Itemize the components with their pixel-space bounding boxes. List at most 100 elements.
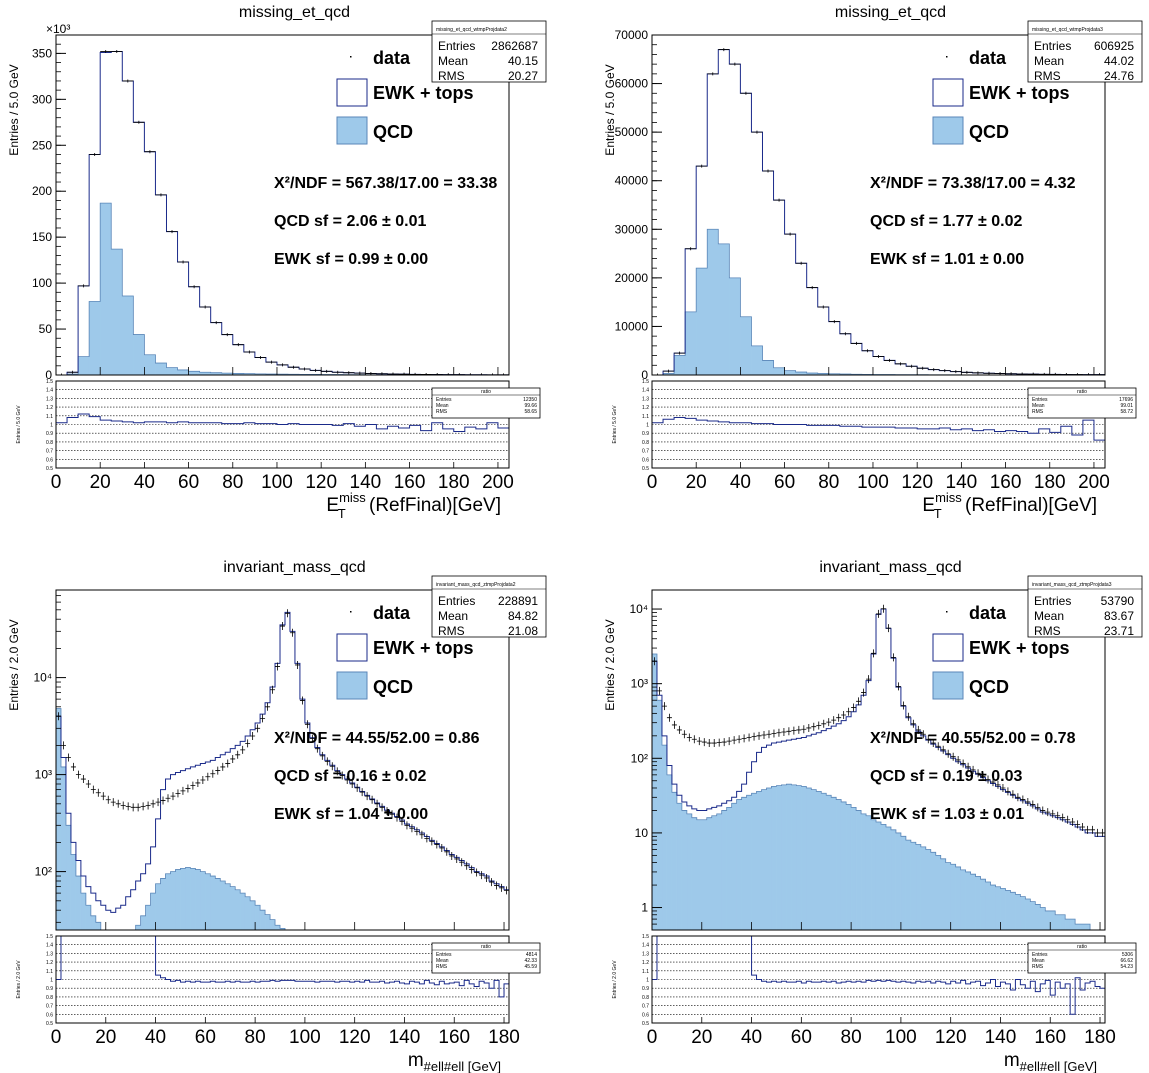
chart-panel-3: invariant_mass_qcd 10⁴ 10³ 10² Entries / 2.0…: [7, 559, 547, 1073]
y-tick-label: 50: [39, 322, 53, 336]
ratio-y-tick-label: 0.8: [46, 440, 53, 446]
x-axis-label: m#ell#ell [GeV]: [1004, 1050, 1097, 1073]
ewk-sf-annotation: EWK sf = 1.03 ± 0.01: [870, 806, 1024, 823]
chart-panel-2: missing_et_qcd 70000 60000 50000 40000 30000 2…: [603, 4, 1143, 521]
data-point: [80, 775, 86, 784]
y-axis-label: Entries / 2.0 GeV: [603, 619, 617, 710]
ratio-y-tick-label: 1.5: [46, 934, 53, 940]
data-point: [795, 261, 807, 265]
stats-value: 84.82: [508, 609, 538, 623]
stats-box: missing_et_qcd_wtmpProjdata3 Entries 60692…: [1027, 20, 1143, 83]
qcd-bar: [230, 886, 236, 930]
stats-box: missing_et_qcd_wtmpProjdata2 Entries 28626…: [431, 20, 547, 83]
data-point: [1016, 372, 1028, 375]
data-point: [773, 198, 785, 202]
y-tick-label: 100: [32, 276, 52, 290]
data-point: [111, 50, 123, 54]
qcd-bar: [784, 370, 796, 375]
data-point: [866, 675, 872, 684]
data-point: [414, 827, 420, 836]
qcd-bar: [716, 813, 722, 930]
chart-title: invariant_mass_qcd: [819, 559, 961, 576]
data-point: [504, 886, 509, 895]
x-tick-label: 100: [885, 1027, 917, 1048]
ratio-y-tick-label: 0.8: [642, 995, 649, 1001]
ratio-stats-label: Entries: [436, 397, 452, 403]
qcd-bar: [746, 795, 752, 930]
data-point: [299, 367, 311, 371]
ratio-y-tick-label: 0.5: [46, 1021, 53, 1027]
qcd-bar: [895, 832, 902, 930]
qcd-outline: [652, 653, 1105, 930]
stats-name: invariant_mass_qcd_ztmpProjdata2: [436, 582, 516, 588]
data-point: [871, 649, 877, 658]
chi2-annotation: Χ²/NDF = 567.38/17.00 = 33.38: [274, 175, 497, 192]
qcd-bar: [122, 295, 134, 375]
plot-frame: [55, 34, 510, 376]
qcd-bar: [1084, 923, 1091, 930]
data-point: [985, 775, 991, 784]
qcd-bar: [756, 791, 762, 930]
ratio-y-tick-label: 0.6: [46, 457, 53, 463]
x-axis-label-sub: #ell#ell: [1020, 1059, 1061, 1073]
data-point: [221, 333, 233, 337]
qcd-bar: [264, 914, 271, 930]
x-axis-label-sub: T: [338, 506, 346, 521]
qcd-bar: [249, 900, 256, 930]
qcd-bar: [980, 878, 986, 930]
x-axis-label: m#ell#ell [GeV]: [408, 1050, 501, 1073]
ratio-y-tick-label: 0.7: [642, 449, 649, 455]
x-tick-label: 0: [647, 472, 658, 493]
qcd-bar: [811, 789, 817, 930]
ratio-frame: [651, 380, 1106, 469]
data-point: [210, 769, 216, 778]
x-tick-label: 20: [686, 472, 707, 493]
data-point: [900, 701, 906, 710]
y-axis-label: Entries / 5.0 GeV: [603, 64, 617, 155]
data-point: [210, 321, 222, 325]
qcd-bar: [225, 883, 231, 930]
qcd-bar: [95, 922, 102, 930]
data-point: [160, 796, 166, 805]
qcd-bar: [965, 871, 971, 930]
data-point: [945, 749, 951, 758]
data-point: [399, 817, 405, 826]
qcd-bar: [970, 873, 976, 930]
ratio-y-axis-label: Entries / 5.0 GeV: [16, 405, 22, 444]
x-tick-label: 0: [51, 472, 62, 493]
ratio-y-tick-label: 1.3: [46, 396, 53, 402]
data-point: [90, 785, 96, 794]
qcd-bar: [75, 875, 82, 930]
ratio-stats-label: Entries: [1032, 952, 1048, 958]
ratio-stats-name: ratio: [1077, 389, 1087, 395]
data-point: [324, 757, 330, 766]
y-tick-label: 0: [641, 368, 648, 382]
qcd-bar: [845, 804, 852, 930]
qcd-bar: [885, 826, 892, 930]
qcd-bar: [741, 797, 747, 930]
data-point: [60, 741, 66, 750]
qcd-bar: [870, 819, 877, 930]
data-point: [1085, 825, 1091, 834]
x-tick-label: 180: [1034, 472, 1066, 493]
stats-value: 40.15: [508, 54, 538, 68]
qcd-bar: [736, 799, 742, 930]
legend-data-marker: [350, 56, 352, 58]
data-point: [232, 343, 244, 347]
y-axis-label: Entries / 2.0 GeV: [7, 619, 21, 710]
qcd-bar: [1020, 896, 1026, 930]
ratio-y-tick-label: 0.7: [46, 1004, 53, 1010]
ratio-stats-name: ratio: [1077, 944, 1087, 950]
ratio-frame: [651, 935, 1106, 1024]
x-tick-label: 120: [339, 1027, 371, 1048]
x-tick-label: 40: [134, 472, 155, 493]
data-point: [56, 373, 68, 375]
data-point: [1005, 787, 1011, 796]
fit-annotations: Χ²/NDF = 73.38/17.00 = 4.32 QCD sf = 1.77…: [870, 175, 1076, 268]
y-tick-label: 30000: [615, 222, 649, 236]
legend-ewk-label: EWK + tops: [969, 83, 1070, 103]
data-point: [359, 788, 365, 797]
y-tick-label: 10²: [35, 865, 52, 879]
qcd-bar: [244, 896, 251, 930]
data-point: [711, 739, 717, 748]
